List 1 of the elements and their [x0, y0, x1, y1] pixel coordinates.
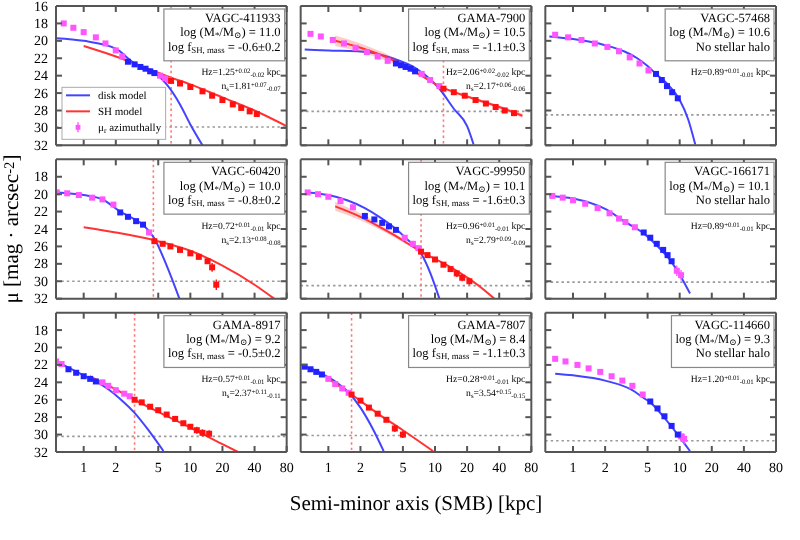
x-axis-title: Semi-minor axis (SMB) [kpc] — [289, 494, 543, 516]
